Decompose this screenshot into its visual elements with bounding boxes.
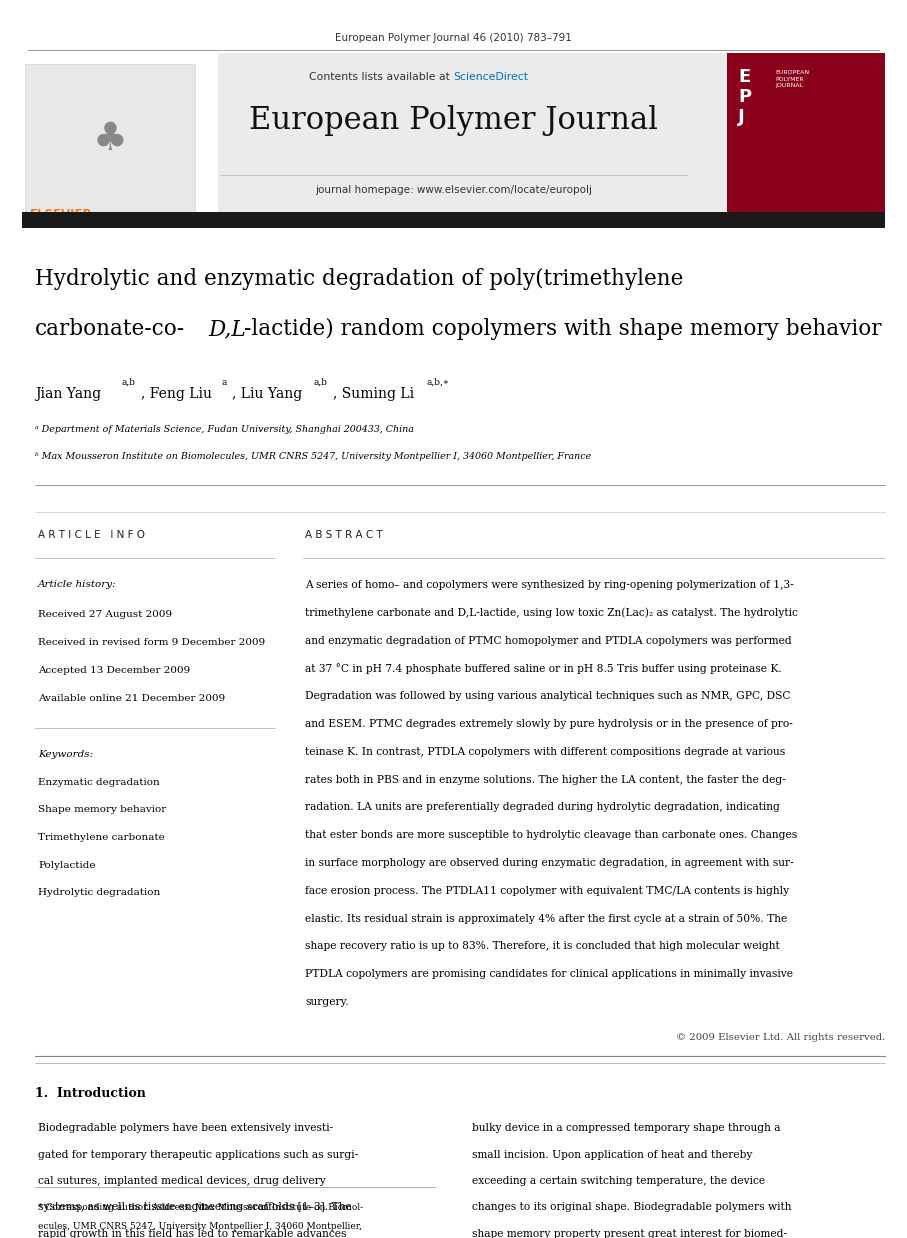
Text: surgery.: surgery. (305, 997, 348, 1006)
Text: Available online 21 December 2009: Available online 21 December 2009 (38, 695, 225, 703)
Text: * Corresponding author. Address: Max Mousseron Institute on Biomol-: * Corresponding author. Address: Max Mou… (38, 1203, 363, 1212)
Text: Keywords:: Keywords: (38, 750, 93, 759)
Text: © 2009 Elsevier Ltd. All rights reserved.: © 2009 Elsevier Ltd. All rights reserved… (676, 1032, 885, 1042)
Text: trimethylene carbonate and D,L-lactide, using low toxic Zn(Lac)₂ as catalyst. Th: trimethylene carbonate and D,L-lactide, … (305, 608, 798, 618)
Text: Shape memory behavior: Shape memory behavior (38, 806, 166, 815)
Text: a,b: a,b (122, 378, 135, 387)
Text: and enzymatic degradation of PTMC homopolymer and PTDLA copolymers was performed: and enzymatic degradation of PTMC homopo… (305, 635, 792, 645)
Text: Contents lists available at: Contents lists available at (309, 72, 454, 82)
Text: that ester bonds are more susceptible to hydrolytic cleavage than carbonate ones: that ester bonds are more susceptible to… (305, 831, 797, 841)
Text: A series of homo– and copolymers were synthesized by ring-opening polymerization: A series of homo– and copolymers were sy… (305, 579, 794, 591)
Text: 1.  Introduction: 1. Introduction (35, 1087, 146, 1101)
Text: Accepted 13 December 2009: Accepted 13 December 2009 (38, 666, 190, 675)
Text: shape recovery ratio is up to 83%. Therefore, it is concluded that high molecula: shape recovery ratio is up to 83%. There… (305, 941, 780, 951)
Text: exceeding a certain switching temperature, the device: exceeding a certain switching temperatur… (472, 1176, 766, 1186)
Text: cal sutures, implanted medical devices, drug delivery: cal sutures, implanted medical devices, … (38, 1176, 326, 1186)
Text: systems, as well as tissue engineering scaffolds [1–3]. The: systems, as well as tissue engineering s… (38, 1202, 352, 1212)
Text: a,b: a,b (313, 378, 327, 387)
Bar (22, 53, 218, 215)
Bar (22, 53, 885, 215)
Text: A B S T R A C T: A B S T R A C T (305, 530, 383, 540)
Text: small incision. Upon application of heat and thereby: small incision. Upon application of heat… (472, 1150, 753, 1160)
Text: Article history:: Article history: (38, 579, 117, 589)
Text: PTDLA copolymers are promising candidates for clinical applications in minimally: PTDLA copolymers are promising candidate… (305, 969, 793, 979)
Text: changes to its original shape. Biodegradable polymers with: changes to its original shape. Biodegrad… (472, 1202, 792, 1212)
Text: , Liu Yang: , Liu Yang (232, 387, 302, 401)
Text: teinase K. In contrast, PTDLA copolymers with different compositions degrade at : teinase K. In contrast, PTDLA copolymers… (305, 747, 785, 756)
Text: Hydrolytic degradation: Hydrolytic degradation (38, 888, 161, 898)
Text: a: a (221, 378, 227, 387)
Text: ♣: ♣ (93, 120, 128, 158)
Text: gated for temporary therapeutic applications such as surgi-: gated for temporary therapeutic applicat… (38, 1150, 358, 1160)
Text: EUROPEAN
POLYMER
JOURNAL: EUROPEAN POLYMER JOURNAL (775, 71, 809, 88)
Text: ᵃ Department of Materials Science, Fudan University, Shanghai 200433, China: ᵃ Department of Materials Science, Fudan… (35, 425, 414, 435)
Text: face erosion process. The PTDLA11 copolymer with equivalent TMC/LA contents is h: face erosion process. The PTDLA11 copoly… (305, 886, 789, 896)
Text: carbonate-co-: carbonate-co- (35, 318, 185, 340)
Text: Hydrolytic and enzymatic degradation of poly(trimethylene: Hydrolytic and enzymatic degradation of … (35, 267, 683, 290)
Text: A R T I C L E   I N F O: A R T I C L E I N F O (38, 530, 145, 540)
Text: radation. LA units are preferentially degraded during hydrolytic degradation, in: radation. LA units are preferentially de… (305, 802, 780, 812)
Text: in surface morphology are observed during enzymatic degradation, in agreement wi: in surface morphology are observed durin… (305, 858, 794, 868)
Text: and ESEM. PTMC degrades extremely slowly by pure hydrolysis or in the presence o: and ESEM. PTMC degrades extremely slowly… (305, 719, 793, 729)
Text: journal homepage: www.elsevier.com/locate/europolj: journal homepage: www.elsevier.com/locat… (315, 184, 592, 196)
Text: ᵇ Max Mousseron Institute on Biomolecules, UMR CNRS 5247, University Montpellier: ᵇ Max Mousseron Institute on Biomolecule… (35, 452, 591, 461)
Text: Polylactide: Polylactide (38, 860, 95, 869)
Text: European Polymer Journal: European Polymer Journal (249, 105, 658, 136)
Text: , Suming Li: , Suming Li (333, 387, 414, 401)
Text: -lactide) random copolymers with shape memory behavior: -lactide) random copolymers with shape m… (244, 318, 882, 340)
Text: rates both in PBS and in enzyme solutions. The higher the LA content, the faster: rates both in PBS and in enzyme solution… (305, 775, 785, 785)
Bar (22, 212, 885, 228)
Text: Received in revised form 9 December 2009: Received in revised form 9 December 2009 (38, 638, 265, 647)
Text: a,b,∗: a,b,∗ (427, 378, 450, 387)
Text: bulky device in a compressed temporary shape through a: bulky device in a compressed temporary s… (472, 1123, 781, 1133)
Text: Biodegradable polymers have been extensively investi-: Biodegradable polymers have been extensi… (38, 1123, 333, 1133)
Text: D,L: D,L (209, 318, 246, 340)
Bar (25, 64, 195, 212)
Text: ScienceDirect: ScienceDirect (454, 72, 529, 82)
Text: elastic. Its residual strain is approximately 4% after the first cycle at a stra: elastic. Its residual strain is approxim… (305, 914, 787, 924)
Text: Trimethylene carbonate: Trimethylene carbonate (38, 833, 165, 842)
Text: , Feng Liu: , Feng Liu (141, 387, 212, 401)
Text: at 37 °C in pH 7.4 phosphate buffered saline or in pH 8.5 Tris buffer using prot: at 37 °C in pH 7.4 phosphate buffered sa… (305, 664, 782, 675)
Text: Degradation was followed by using various analytical techniques such as NMR, GPC: Degradation was followed by using variou… (305, 691, 791, 701)
Text: European Polymer Journal 46 (2010) 783–791: European Polymer Journal 46 (2010) 783–7… (335, 33, 572, 43)
Text: shape memory property present great interest for biomed-: shape memory property present great inte… (472, 1229, 787, 1238)
Text: E
P
J: E P J (738, 68, 751, 126)
Text: ELSEVIER: ELSEVIER (30, 208, 93, 222)
Text: Jian Yang: Jian Yang (35, 387, 101, 401)
Text: ecules, UMR CNRS 5247, University Montpellier I, 34060 Montpellier,: ecules, UMR CNRS 5247, University Montpe… (38, 1222, 362, 1231)
Text: rapid growth in this field has led to remarkable advances: rapid growth in this field has led to re… (38, 1229, 346, 1238)
Bar (727, 53, 885, 215)
Text: Enzymatic degradation: Enzymatic degradation (38, 777, 160, 787)
Text: Received 27 August 2009: Received 27 August 2009 (38, 610, 172, 619)
